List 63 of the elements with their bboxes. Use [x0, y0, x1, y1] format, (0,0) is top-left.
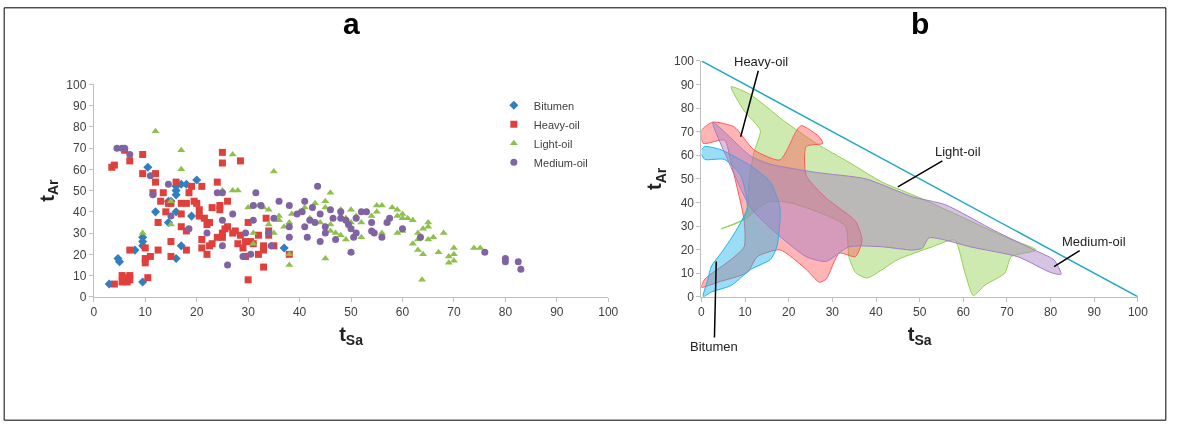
y-tick-label: 70 [680, 124, 695, 139]
x-tick-label: 30 [825, 305, 840, 320]
legend-label: Medium-oil [533, 156, 588, 169]
y-tick-label: 20 [680, 242, 695, 257]
x-tick-label: 50 [912, 305, 927, 320]
y-tick-label: 100 [66, 77, 87, 92]
x-tick-label: 40 [292, 305, 307, 320]
y-tick-label: 40 [73, 205, 87, 220]
legend-label: Light-oil [533, 137, 573, 150]
x-tick-label: 80 [1043, 305, 1058, 320]
y-tick-label: 100 [673, 54, 695, 69]
x-tick-label: 20 [190, 305, 204, 320]
point [192, 175, 202, 185]
chart-title: a [343, 7, 360, 40]
point [150, 207, 161, 217]
y-tick-label: 30 [680, 219, 695, 234]
y-tick-label: 60 [73, 162, 87, 177]
annotation: Heavy-oil [734, 54, 789, 69]
x-tick-label: 60 [395, 305, 410, 320]
point [143, 162, 153, 172]
y-tick-label: 10 [680, 266, 695, 281]
x-tick-label: 70 [1000, 305, 1014, 320]
point [279, 243, 289, 253]
x-tick-label: 100 [1127, 305, 1149, 320]
y-tick-label: 0 [79, 290, 87, 304]
y-tick-label: 40 [680, 195, 695, 210]
point [176, 241, 186, 251]
x-tick-label: 10 [138, 305, 153, 320]
y-tick-label: 30 [73, 226, 87, 241]
chart-title: b [911, 7, 930, 40]
x-axis-title: t$_{Sa}$ [339, 322, 364, 348]
y-tick-label: 90 [73, 98, 87, 113]
y-tick-label: 80 [680, 101, 695, 116]
x-tick-label: 70 [447, 305, 461, 320]
legend-label: Heavy-oil [533, 118, 580, 131]
y-tick-label: 90 [680, 77, 695, 92]
legend-label: Bitumen [533, 99, 575, 112]
x-tick-label: 0 [90, 305, 98, 320]
y-tick-label: 80 [73, 120, 87, 135]
x-tick-label: 20 [782, 305, 796, 320]
y-tick-label: 50 [73, 183, 87, 198]
x-tick-label: 10 [738, 305, 753, 320]
point [138, 277, 148, 287]
x-tick-label: 100 [598, 305, 619, 320]
annotation: Medium-oil [1062, 234, 1126, 249]
y-tick-label: 20 [73, 247, 87, 262]
x-tick-label: 90 [1087, 305, 1102, 320]
y-tick-label: 50 [680, 172, 695, 187]
y-tick-label: 70 [73, 141, 87, 156]
x-tick-label: 90 [550, 305, 564, 320]
annotation: Bitumen [690, 339, 738, 354]
annotation: Light-oil [935, 144, 981, 159]
y-tick-label: 10 [73, 268, 87, 283]
x-tick-label: 0 [698, 305, 706, 320]
x-axis-title: t$_{Sa}$ [907, 322, 932, 348]
x-tick-label: 30 [241, 305, 256, 320]
y-tick-label: 0 [687, 290, 695, 304]
x-tick-label: 50 [344, 305, 359, 320]
y-tick-label: 60 [680, 148, 695, 163]
x-tick-label: 80 [498, 305, 513, 320]
point [186, 211, 197, 221]
x-tick-label: 60 [956, 305, 971, 320]
x-tick-label: 40 [869, 305, 883, 320]
